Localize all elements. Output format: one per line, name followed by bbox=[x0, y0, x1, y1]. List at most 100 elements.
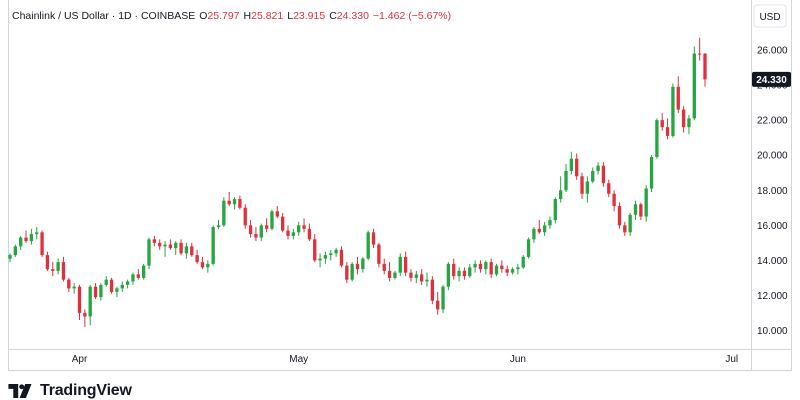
candle[interactable] bbox=[564, 163, 568, 193]
candle[interactable] bbox=[532, 227, 536, 243]
candle[interactable] bbox=[179, 239, 183, 256]
candle[interactable] bbox=[639, 202, 643, 221]
candle[interactable] bbox=[19, 235, 23, 250]
candle[interactable] bbox=[403, 251, 408, 277]
candles-series[interactable] bbox=[8, 37, 707, 327]
currency-button-label[interactable]: USD bbox=[759, 12, 780, 23]
candle[interactable] bbox=[93, 283, 98, 299]
currency-button[interactable]: USD bbox=[753, 4, 787, 28]
candle[interactable] bbox=[366, 230, 370, 261]
candle[interactable] bbox=[174, 241, 178, 256]
candle[interactable] bbox=[264, 218, 269, 233]
candle[interactable] bbox=[323, 251, 328, 264]
candle[interactable] bbox=[158, 239, 162, 250]
candle[interactable] bbox=[542, 221, 547, 236]
candle[interactable] bbox=[425, 272, 429, 287]
candle[interactable] bbox=[339, 246, 344, 268]
candle[interactable] bbox=[585, 176, 590, 203]
candle[interactable] bbox=[660, 113, 664, 131]
candle[interactable] bbox=[350, 262, 354, 282]
candle[interactable] bbox=[409, 269, 413, 282]
candle[interactable] bbox=[377, 242, 381, 268]
candle[interactable] bbox=[505, 265, 509, 277]
candle[interactable] bbox=[45, 251, 50, 271]
candle[interactable] bbox=[510, 267, 515, 275]
candle[interactable] bbox=[601, 162, 606, 187]
candle[interactable] bbox=[623, 221, 627, 236]
candle[interactable] bbox=[489, 258, 493, 278]
candle[interactable] bbox=[628, 213, 632, 236]
candle[interactable] bbox=[558, 176, 563, 203]
candle[interactable] bbox=[446, 262, 451, 291]
candle[interactable] bbox=[168, 239, 173, 250]
candle[interactable] bbox=[681, 106, 686, 133]
candle[interactable] bbox=[216, 220, 221, 229]
candle[interactable] bbox=[703, 53, 707, 87]
candle[interactable] bbox=[190, 242, 194, 257]
candle[interactable] bbox=[297, 221, 301, 236]
candle[interactable] bbox=[254, 227, 258, 242]
candle[interactable] bbox=[152, 235, 157, 247]
candle[interactable] bbox=[596, 162, 600, 175]
candle[interactable] bbox=[494, 263, 499, 277]
candle[interactable] bbox=[419, 269, 424, 285]
candle[interactable] bbox=[136, 269, 140, 280]
candle[interactable] bbox=[676, 76, 680, 114]
time-axis[interactable]: AprMayJunJulAug bbox=[72, 354, 800, 365]
candle[interactable] bbox=[361, 256, 365, 273]
candle[interactable] bbox=[371, 228, 376, 249]
tradingview-brand[interactable]: TradingView bbox=[8, 382, 132, 400]
candle[interactable] bbox=[617, 202, 622, 229]
candle[interactable] bbox=[665, 118, 670, 140]
candle[interactable] bbox=[24, 230, 28, 243]
candle[interactable] bbox=[270, 209, 274, 231]
candle[interactable] bbox=[452, 258, 456, 280]
candle[interactable] bbox=[13, 244, 18, 257]
candle[interactable] bbox=[302, 218, 306, 233]
candle[interactable] bbox=[441, 284, 445, 313]
candle[interactable] bbox=[275, 206, 279, 219]
candle[interactable] bbox=[147, 237, 151, 270]
candle[interactable] bbox=[436, 291, 440, 315]
candle[interactable] bbox=[232, 197, 237, 210]
candle[interactable] bbox=[553, 197, 557, 224]
candle[interactable] bbox=[671, 83, 675, 138]
candle[interactable] bbox=[334, 248, 338, 257]
candle[interactable] bbox=[484, 260, 488, 275]
candle[interactable] bbox=[211, 225, 215, 266]
candle[interactable] bbox=[29, 228, 34, 245]
candle[interactable] bbox=[516, 263, 520, 275]
candle[interactable] bbox=[238, 195, 242, 210]
candle[interactable] bbox=[67, 277, 71, 292]
candle[interactable] bbox=[526, 237, 531, 259]
candle[interactable] bbox=[227, 192, 231, 207]
candle[interactable] bbox=[644, 185, 648, 222]
candle[interactable] bbox=[462, 267, 467, 280]
candle[interactable] bbox=[61, 256, 66, 282]
candle[interactable] bbox=[104, 276, 108, 287]
candle[interactable] bbox=[184, 242, 189, 259]
candle[interactable] bbox=[51, 262, 55, 277]
candle[interactable] bbox=[612, 190, 616, 212]
candle[interactable] bbox=[430, 276, 435, 305]
candle[interactable] bbox=[120, 281, 124, 292]
candle[interactable] bbox=[607, 179, 611, 198]
candle[interactable] bbox=[88, 284, 92, 326]
candle[interactable] bbox=[291, 228, 296, 240]
candle[interactable] bbox=[8, 253, 12, 263]
candle[interactable] bbox=[243, 204, 247, 229]
candle[interactable] bbox=[457, 267, 461, 282]
candle[interactable] bbox=[591, 167, 595, 184]
candle[interactable] bbox=[259, 223, 263, 242]
candle[interactable] bbox=[318, 253, 322, 268]
candle[interactable] bbox=[355, 256, 360, 275]
candle[interactable] bbox=[580, 172, 584, 200]
candle[interactable] bbox=[382, 258, 386, 275]
candle[interactable] bbox=[692, 46, 696, 121]
candle[interactable] bbox=[115, 286, 119, 298]
candle[interactable] bbox=[345, 262, 349, 284]
candle[interactable] bbox=[248, 220, 253, 238]
candle[interactable] bbox=[655, 118, 659, 159]
candle[interactable] bbox=[398, 253, 402, 277]
